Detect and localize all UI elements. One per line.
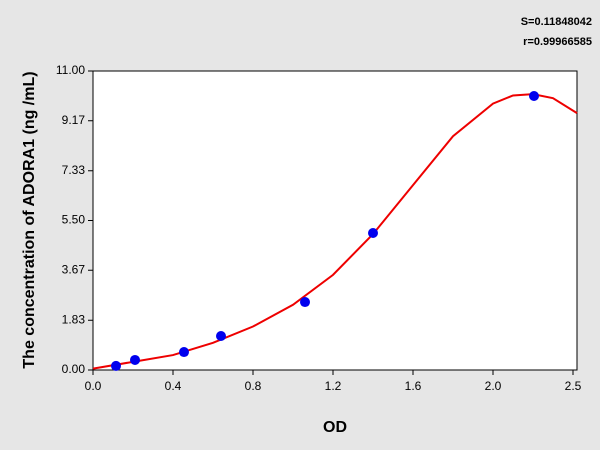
x-tick-label: 0.8 — [245, 379, 262, 393]
y-tick-label: 3.67 — [62, 262, 86, 276]
annotation: r=0.99966585 — [523, 36, 592, 48]
x-tick-label: 2.0 — [485, 379, 502, 393]
plot-area — [93, 71, 577, 370]
data-point — [130, 354, 140, 365]
x-tick-label: 2.5 — [565, 379, 582, 393]
data-point — [179, 347, 189, 358]
y-tick-label: 9.17 — [62, 113, 86, 127]
data-point — [216, 331, 226, 342]
data-point — [529, 91, 539, 102]
x-axis-label: OD — [323, 419, 347, 436]
x-tick-label: 0.0 — [85, 379, 102, 393]
y-tick-label: 11.00 — [56, 63, 85, 77]
x-tick-label: 1.2 — [325, 379, 342, 393]
x-tick-label: 1.6 — [405, 379, 422, 393]
annotation: S=0.11848042 — [521, 16, 592, 28]
data-point — [300, 297, 310, 308]
y-tick-label: 0.00 — [62, 362, 86, 376]
x-tick-label: 0.4 — [165, 379, 182, 393]
y-tick-label: 7.33 — [62, 163, 86, 177]
data-point — [368, 228, 378, 239]
y-tick-label: 5.50 — [62, 213, 86, 227]
y-axis-label: The concentration of ADORA1 (ng /mL) — [21, 71, 38, 368]
data-point — [111, 360, 121, 371]
y-tick-label: 1.83 — [62, 312, 86, 326]
plot-frame — [92, 70, 578, 371]
